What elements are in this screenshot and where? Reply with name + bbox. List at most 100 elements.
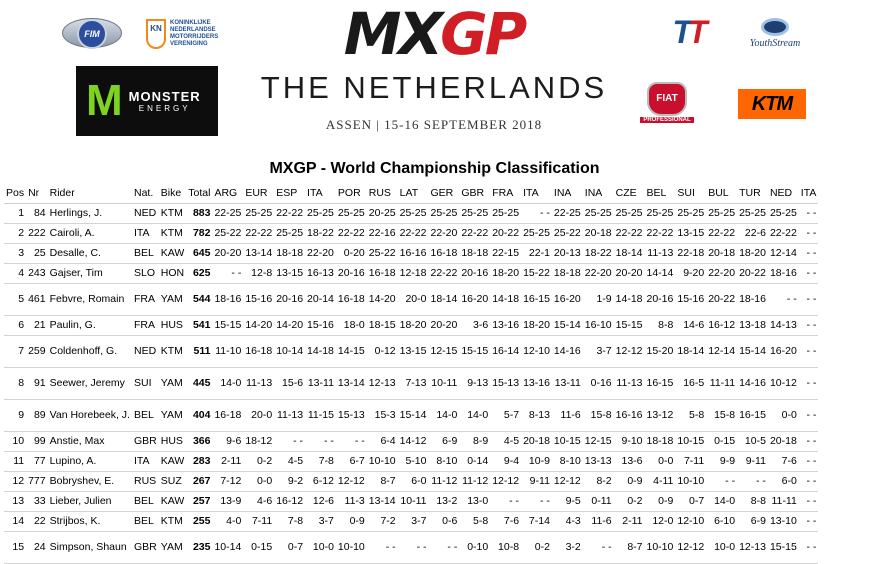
total-points-cell: 625: [186, 263, 213, 284]
total-points-cell: 404: [186, 399, 213, 432]
bike-cell: YAM: [158, 531, 187, 564]
race-result-cell: 16-15: [644, 367, 676, 400]
race-result-cell: 4-11: [644, 471, 676, 492]
race-result-cell: 14-18: [490, 283, 522, 316]
nationality-cell: BEL: [131, 511, 159, 532]
race-result-cell: 20-20: [428, 315, 460, 336]
race-result-cell: 25-25: [644, 203, 676, 224]
race-result-cell: 20-18: [706, 243, 738, 264]
race-result-cell: - -: [798, 367, 819, 400]
race-result-cell: 13-16: [490, 315, 522, 336]
race-result-cell: 25-25: [521, 223, 552, 244]
race-result-cell: - -: [274, 431, 306, 452]
race-result-cell: 15-13: [335, 399, 367, 432]
race-result-cell: 14-20: [366, 283, 398, 316]
race-result-cell: 13-15: [274, 263, 306, 284]
race-result-cell: - -: [798, 335, 819, 368]
pos-cell: 6: [4, 315, 27, 336]
rider-number-cell: 99: [26, 431, 48, 452]
race-result-cell: 12-0: [644, 511, 676, 532]
race-result-cell: 7-13: [397, 367, 429, 400]
column-header: ITA: [798, 183, 819, 204]
race-result-cell: 13-11: [551, 367, 583, 400]
race-result-cell: 20-0: [243, 399, 275, 432]
race-result-cell: 25-25: [335, 203, 367, 224]
column-header: ITA: [521, 183, 552, 204]
knmv-shield-icon: KN: [146, 19, 166, 49]
total-points-cell: 366: [186, 431, 213, 452]
pos-cell: 2: [4, 223, 27, 244]
race-result-cell: 9-20: [675, 263, 707, 284]
race-result-cell: 25-25: [490, 203, 522, 224]
race-result-cell: 12-14: [767, 243, 799, 264]
total-points-cell: 445: [186, 367, 213, 400]
race-result-cell: 0-9: [335, 511, 367, 532]
table-row: 9 89 Van Horebeek, J. BEL YAM 404 16-18 20-0 11-…: [4, 399, 819, 432]
table-row: 5 461 Febvre, Romain FRA YAM 544 18-16 15-16 20-…: [4, 283, 819, 316]
race-result-cell: 6-12: [305, 471, 336, 492]
nationality-cell: BEL: [131, 491, 159, 512]
nationality-cell: GBR: [131, 531, 159, 564]
column-header: Total: [186, 183, 213, 204]
event-subtitle: ASSEN | 15-16 SEPTEMBER 2018: [325, 117, 543, 132]
nationality-cell: FRA: [131, 283, 159, 316]
race-result-cell: 0-2: [243, 451, 275, 472]
pos-cell: 12: [4, 471, 27, 492]
race-result-cell: 14-15: [335, 335, 367, 368]
race-result-cell: 11-13: [274, 399, 306, 432]
race-result-cell: 12-12: [675, 531, 707, 564]
nationality-cell: ITA: [131, 223, 159, 244]
race-result-cell: 18-20: [397, 315, 429, 336]
race-result-cell: 2-11: [212, 451, 244, 472]
race-result-cell: 16-14: [490, 335, 522, 368]
race-result-cell: 25-25: [305, 203, 336, 224]
race-result-cell: 11-13: [243, 367, 275, 400]
race-result-cell: 13-9: [212, 491, 244, 512]
nationality-cell: FRA: [131, 315, 159, 336]
race-result-cell: 18-22: [582, 243, 614, 264]
race-result-cell: 0-9: [644, 491, 676, 512]
race-result-cell: 3-7: [397, 511, 429, 532]
race-result-cell: - -: [706, 471, 738, 492]
race-result-cell: 16-16: [613, 399, 645, 432]
race-result-cell: 15-8: [706, 399, 738, 432]
race-result-cell: 20-14: [305, 283, 336, 316]
race-result-cell: 14-0: [212, 367, 244, 400]
race-result-cell: 12-12: [613, 335, 645, 368]
race-result-cell: 14-16: [737, 367, 768, 400]
bike-cell: KAW: [158, 451, 187, 472]
classification-title: MXGP - World Championship Classification: [269, 160, 600, 177]
race-result-cell: 0-7: [274, 531, 306, 564]
race-result-cell: 8-2: [582, 471, 614, 492]
race-result-cell: 7-11: [243, 511, 275, 532]
race-result-cell: 18-14: [613, 243, 645, 264]
race-result-cell: - -: [305, 431, 336, 452]
race-result-cell: 12-12: [490, 471, 522, 492]
race-result-cell: 18-20: [521, 315, 552, 336]
race-result-cell: 11-6: [551, 399, 583, 432]
race-result-cell: 16-16: [397, 243, 429, 264]
race-result-cell: 0-7: [675, 491, 707, 512]
race-result-cell: - -: [428, 531, 460, 564]
total-points-cell: 782: [186, 223, 213, 244]
column-header: ESP: [274, 183, 306, 204]
rider-name-cell: Strijbos, K.: [47, 511, 132, 532]
race-result-cell: 7-2: [366, 511, 398, 532]
race-result-cell: - -: [521, 491, 552, 512]
race-result-cell: 18-12: [243, 431, 275, 452]
race-result-cell: 11-12: [428, 471, 460, 492]
race-result-cell: 12-15: [582, 431, 614, 452]
race-result-cell: 22-15: [490, 243, 522, 264]
race-result-cell: 0-15: [706, 431, 738, 452]
race-result-cell: 22-20: [582, 263, 614, 284]
race-result-cell: 16-18: [335, 283, 367, 316]
monster-wordmark: MONSTER ENERGY: [129, 89, 201, 113]
race-result-cell: 10-11: [428, 367, 460, 400]
race-result-cell: 16-5: [675, 367, 707, 400]
rider-number-cell: 243: [26, 263, 48, 284]
race-result-cell: 15-16: [675, 283, 707, 316]
race-result-cell: 7-8: [274, 511, 306, 532]
race-result-cell: 20-20: [212, 243, 244, 264]
column-header: EUR: [243, 183, 275, 204]
race-result-cell: 5-7: [490, 399, 522, 432]
